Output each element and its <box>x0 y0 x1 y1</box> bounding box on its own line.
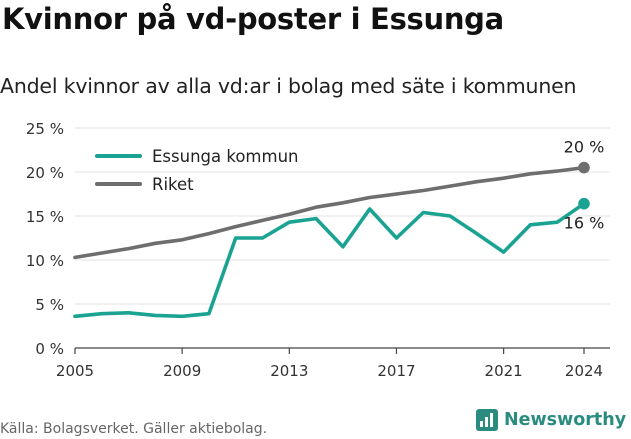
chart-title: Kvinnor på vd-poster i Essunga <box>2 2 504 36</box>
x-tick-label: 2013 <box>270 362 308 380</box>
end-point <box>578 161 590 174</box>
x-tick-label: 2005 <box>56 362 94 380</box>
series-line <box>73 165 586 260</box>
y-axis-ticks: 0 % 5 % 10 % 15 % 20 % 25 % <box>26 120 64 358</box>
end-point <box>578 197 590 210</box>
y-tick-label: 0 % <box>35 340 64 358</box>
y-tick-label: 5 % <box>35 296 64 314</box>
end-labels: 16 % 20 % <box>564 138 605 233</box>
line-chart: 0 %5 %10 %15 %20 %25 % 2005 2009 2013 2017 2… <box>26 120 610 380</box>
newsworthy-logo-icon <box>476 409 498 431</box>
grid-lines <box>75 127 610 349</box>
legend: Essunga kommun Riket <box>95 147 299 194</box>
brand-logo[interactable]: Newsworthy <box>476 409 626 431</box>
brand-name: Newsworthy <box>504 410 627 430</box>
legend-label: Essunga kommun <box>152 147 299 166</box>
legend-label: Riket <box>152 175 194 194</box>
y-tick-label: 25 % <box>26 120 64 138</box>
end-value-label: 20 % <box>564 138 605 157</box>
x-tick-label: 2017 <box>377 362 415 380</box>
chart-subtitle: Andel kvinnor av alla vd:ar i bolag med … <box>0 74 577 98</box>
y-tick-label: 20 % <box>26 164 64 182</box>
series-lines <box>73 161 590 319</box>
end-value-label: 16 % <box>564 214 605 233</box>
x-tick-label: 2009 <box>163 362 201 380</box>
x-axis-ticks: 2005 2009 2013 2017 2021 2024 <box>56 348 603 380</box>
source-note: Källa: Bolagsverket. Gäller aktiebolag. <box>0 421 268 437</box>
x-tick-label: 2021 <box>485 362 523 380</box>
x-tick-label: 2024 <box>565 362 603 380</box>
series-line <box>73 201 586 319</box>
y-tick-label: 10 % <box>26 252 64 270</box>
y-tick-label: 15 % <box>26 208 64 226</box>
